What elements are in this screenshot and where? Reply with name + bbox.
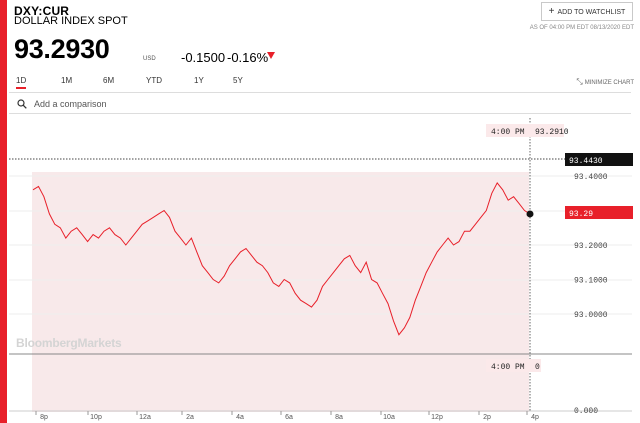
range-tab-6m[interactable]: 6M (103, 76, 115, 85)
x-tick-label: 4p (531, 414, 539, 421)
x-tick-label: 2a (186, 414, 194, 421)
watchlist-label: ADD TO WATCHLIST (557, 9, 626, 16)
minimize-chart-button[interactable]: ⤡ MINIMIZE CHART (576, 77, 634, 87)
hover-volume: 0 (535, 363, 540, 372)
range-tab-1d[interactable]: 1D (16, 76, 27, 89)
collapse-arrows-icon: ⤡ (576, 77, 583, 86)
y-tick-label: 93.1000 (574, 277, 608, 286)
x-tick-label: 6a (285, 414, 293, 421)
y-tick-label: 93.0000 (574, 311, 608, 320)
last-price-dot (526, 210, 534, 218)
x-tick-label: 10a (383, 414, 395, 421)
x-tick-label: 4a (236, 414, 244, 421)
last-badge (565, 206, 633, 219)
range-tab-ytd[interactable]: YTD (146, 76, 162, 85)
high-badge-label: 93.4430 (569, 157, 603, 166)
price-change: -0.1500 (181, 50, 226, 65)
high-badge (565, 153, 633, 166)
x-tick-label: 8p (40, 414, 48, 421)
security-name: DOLLAR INDEX SPOT (14, 15, 128, 27)
y-tick-label: 93.2000 (574, 242, 608, 251)
add-to-watchlist-button[interactable]: + ADD TO WATCHLIST (541, 2, 633, 21)
hover-volume-time: 4:00 PM (491, 363, 525, 372)
currency-label: USD (143, 56, 156, 62)
price-series-line (32, 181, 531, 336)
y-tick-label: 93.4000 (574, 173, 608, 182)
x-tick-label: 2p (483, 414, 491, 421)
as-of-timestamp: AS OF 04:00 PM EDT 08/13/2020 EDT (529, 25, 634, 31)
bloomberg-watermark: BloombergMarkets (16, 336, 122, 350)
comparison-input[interactable] (34, 96, 334, 112)
range-tab-5y[interactable]: 5Y (233, 76, 243, 85)
session-shading (32, 172, 529, 412)
hover-volume-bg (486, 359, 541, 372)
last-price: 93.2930 (14, 34, 110, 64)
left-accent-bar (0, 0, 7, 423)
x-tick-label: 12p (431, 414, 443, 421)
volume-tick-label: 0.000 (574, 407, 598, 416)
x-tick-label: 8a (335, 414, 343, 421)
x-tick-label: 10p (90, 414, 102, 421)
hover-time: 4:00 PM (491, 128, 525, 137)
down-arrow-icon (267, 52, 275, 59)
minimize-chart-label: MINIMIZE CHART (584, 80, 634, 86)
x-tick-label: 12a (139, 414, 151, 421)
comparison-search[interactable] (9, 92, 631, 114)
hover-price-bg (486, 124, 564, 137)
plus-icon: + (548, 6, 555, 17)
search-icon (17, 99, 27, 109)
range-tab-1m[interactable]: 1M (61, 76, 73, 85)
hover-price: 93.2910 (535, 128, 569, 137)
price-change-percent: -0.16% (227, 50, 269, 65)
x-axis-ticks: 8p 10p 12a 2a 4a 6a 8a 10a 12p 2p 4p (35, 411, 539, 421)
last-badge-label: 93.29 (569, 210, 593, 219)
range-tab-1y[interactable]: 1Y (194, 76, 204, 85)
ticker-symbol: DXY:CUR (14, 4, 70, 18)
